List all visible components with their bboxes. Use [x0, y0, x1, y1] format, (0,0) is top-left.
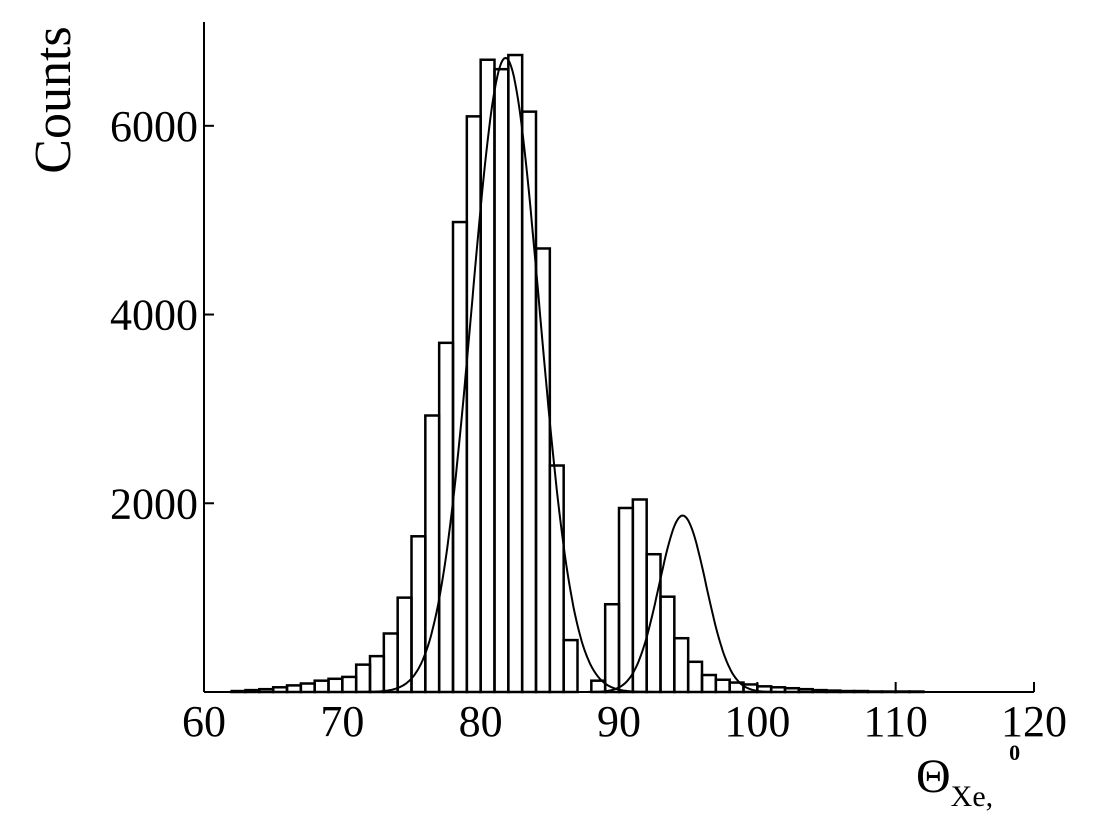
histogram-bin	[382, 632, 399, 694]
histogram-bin	[645, 552, 662, 694]
histogram-bin	[313, 679, 330, 694]
histogram	[230, 53, 925, 694]
fit-curves	[342, 56, 1034, 693]
histogram-bin	[700, 673, 718, 694]
histogram-bin	[673, 636, 690, 694]
histogram-bin	[659, 595, 676, 694]
histogram-bin	[603, 602, 621, 694]
x-tick-label: 110	[863, 697, 927, 746]
histogram-bin	[548, 464, 565, 694]
histogram-bin	[341, 675, 358, 694]
histogram-bin	[327, 677, 344, 694]
histogram-bin	[451, 220, 469, 694]
x-tick-label: 120	[1001, 697, 1067, 746]
histogram-bin	[534, 247, 552, 694]
x-axis-title-sup: 0	[1009, 740, 1020, 765]
histogram-bin	[479, 58, 496, 694]
histogram-bin	[396, 596, 413, 694]
x-tick-label: 60	[182, 697, 226, 746]
histogram-bin	[230, 689, 247, 694]
ticks: 60 70 80 90 100 110 120 2000 4000 6000	[110, 102, 1067, 746]
histogram-bin	[368, 654, 386, 694]
histogram-bin	[271, 686, 289, 694]
y-tick-label: 4000	[110, 291, 198, 340]
x-tick-label: 70	[320, 697, 364, 746]
histogram-bin	[631, 498, 648, 694]
y-tick-label: 6000	[110, 102, 198, 151]
gaussian-fit-curve-1	[342, 56, 1034, 693]
histogram-bin	[617, 506, 635, 694]
histogram-bin	[354, 663, 372, 694]
x-tick-label: 80	[459, 697, 503, 746]
histogram-bin	[714, 678, 731, 694]
histogram-bin	[507, 53, 524, 694]
x-tick-label: 100	[724, 697, 790, 746]
x-tick-label: 90	[597, 697, 641, 746]
histogram-bin	[562, 638, 579, 694]
histogram-bin	[686, 660, 704, 694]
gaussian-fit-curve-2	[342, 514, 1034, 693]
x-axis-title-main: Θ	[916, 750, 951, 803]
x-axis-title-sub: Xe,	[951, 780, 993, 813]
histogram-bin	[285, 684, 303, 694]
histogram-bin	[493, 67, 510, 694]
x-axis-title: ΘXe, 0	[916, 740, 1020, 813]
histogram-bin	[299, 682, 316, 694]
histogram-bin	[465, 115, 482, 694]
histogram-bin	[244, 688, 261, 694]
y-axis-title: Counts	[25, 26, 82, 173]
y-tick-label: 2000	[110, 479, 198, 528]
histogram-bin	[258, 687, 275, 694]
